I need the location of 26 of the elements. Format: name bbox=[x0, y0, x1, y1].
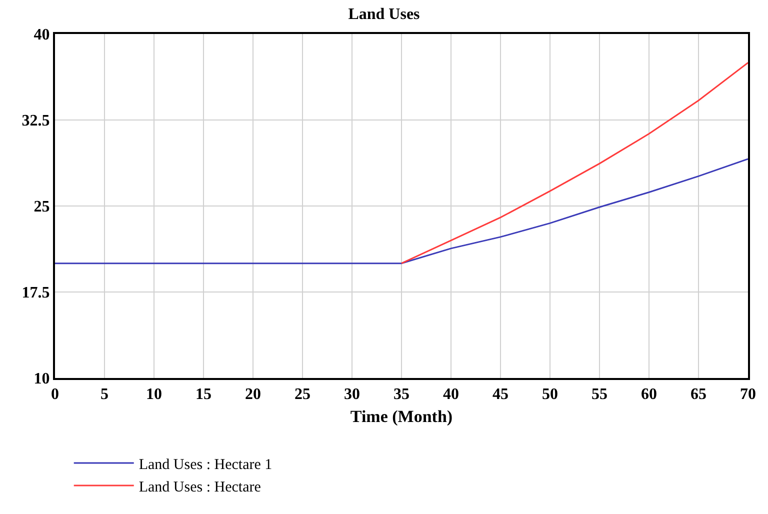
x-tick-label: 60 bbox=[641, 386, 657, 404]
y-tick-label: 40 bbox=[34, 26, 50, 44]
x-tick-label: 5 bbox=[100, 386, 108, 404]
y-tick-label: 17.5 bbox=[22, 284, 50, 302]
y-tick-label: 25 bbox=[34, 198, 50, 216]
x-axis-title: Time (Month) bbox=[350, 407, 453, 426]
x-tick-label: 15 bbox=[196, 386, 212, 404]
x-tick-label: 25 bbox=[294, 386, 310, 404]
line-series bbox=[55, 158, 748, 264]
x-tick-label: 10 bbox=[146, 386, 162, 404]
x-tick-label: 45 bbox=[492, 386, 508, 404]
chart-title: Land Uses bbox=[348, 6, 420, 23]
x-tick-label: 50 bbox=[542, 386, 558, 404]
y-tick-label: 32.5 bbox=[22, 112, 50, 130]
x-tick-label: 30 bbox=[344, 386, 360, 404]
x-tick-label: 35 bbox=[394, 386, 410, 404]
x-tick-label: 40 bbox=[443, 386, 459, 404]
y-tick-label: 10 bbox=[34, 370, 50, 388]
x-tick-label: 0 bbox=[51, 386, 59, 404]
x-tick-label: 70 bbox=[740, 386, 756, 404]
x-tick-label: 55 bbox=[592, 386, 608, 404]
x-tick-label: 20 bbox=[245, 386, 261, 404]
legend-label: Land Uses : Hectare 1 bbox=[138, 456, 272, 473]
x-tick-label: 65 bbox=[690, 386, 706, 404]
line-series bbox=[400, 62, 748, 264]
legend-label: Land Uses : Hectare bbox=[138, 479, 262, 496]
